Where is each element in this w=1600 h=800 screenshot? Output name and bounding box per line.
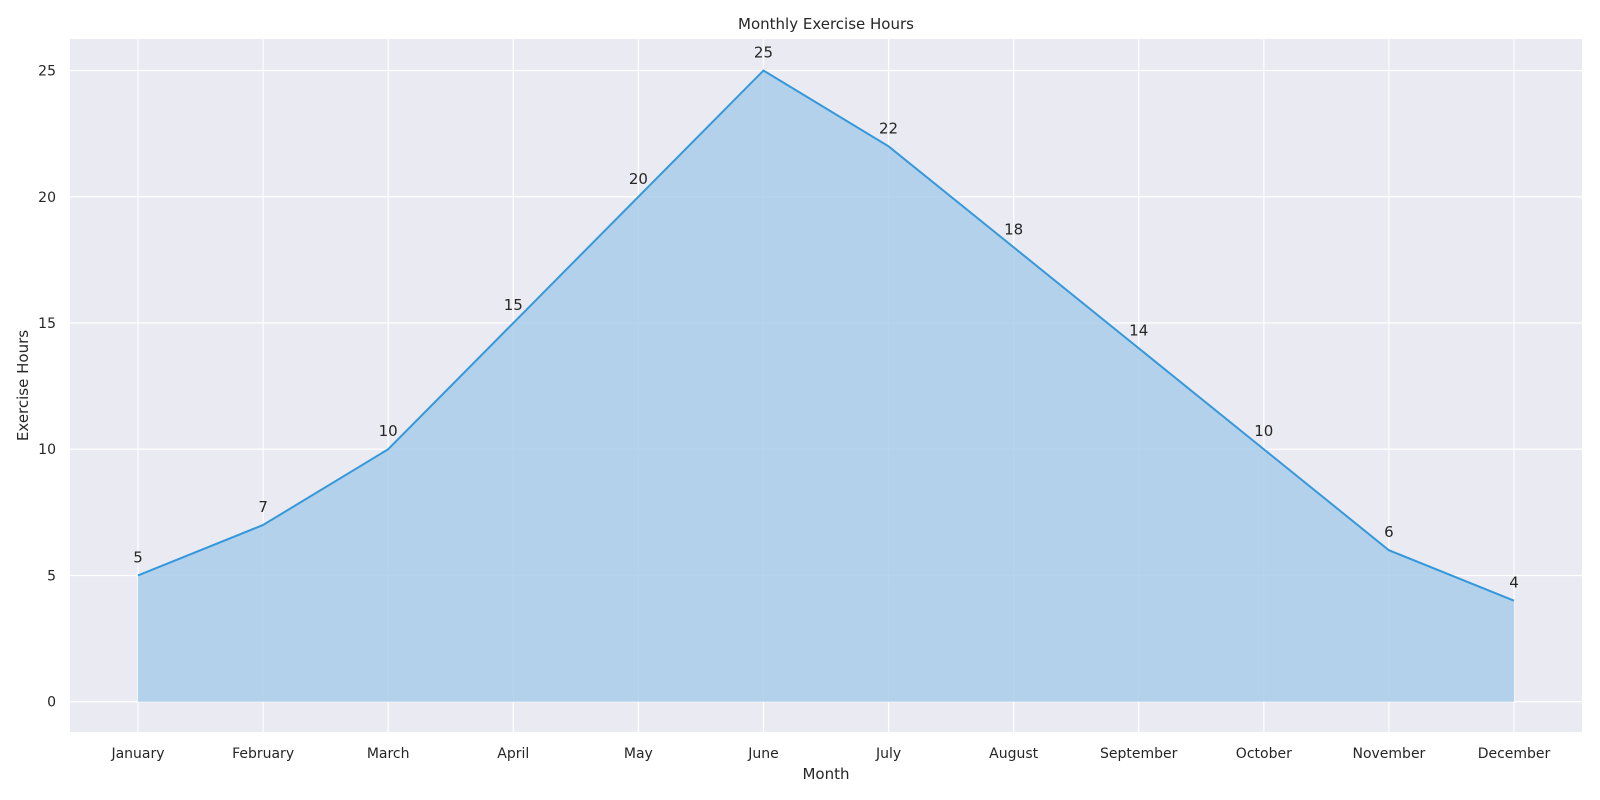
series-line [137,69,1515,602]
data-label: 18 [1004,220,1023,238]
data-label: 7 [258,498,268,516]
x-tick-label: January [110,746,164,762]
x-axis-title: Month [802,765,849,783]
x-tick-label: December [1478,746,1551,762]
x-tick-label: November [1352,746,1425,762]
chart-title: Monthly Exercise Hours [738,15,914,33]
y-axis-title: Exercise Hours [14,330,32,441]
data-label: 5 [133,548,143,566]
x-tick-label: September [1100,746,1178,762]
x-tick-label: June [747,746,779,762]
data-label: 6 [1384,523,1394,541]
x-tick-label: March [367,746,410,762]
x-tick-label: April [497,746,529,762]
y-tick-label: 25 [38,64,56,80]
x-tick-label: May [624,746,653,762]
y-tick-label: 10 [38,442,56,458]
data-label: 25 [754,44,773,62]
data-label: 22 [879,119,898,137]
x-axis-ticks: January February March April May June July Augu… [110,746,1550,762]
x-tick-label: August [989,746,1039,762]
area-fill [138,70,1514,702]
x-tick-label: October [1236,746,1292,762]
data-label: 4 [1509,574,1519,592]
data-labels: 5 7 10 15 20 25 22 18 14 10 6 4 [133,44,1519,592]
data-label: 15 [504,296,523,314]
y-tick-label: 20 [38,190,56,206]
y-tick-label: 0 [47,695,56,711]
x-tick-label: February [232,746,294,762]
y-tick-label: 15 [38,316,56,332]
y-axis-ticks: 0 5 10 15 20 25 [38,64,56,711]
data-label: 20 [629,170,648,188]
x-tick-label: July [875,746,901,762]
data-label: 10 [1254,422,1273,440]
data-label: 10 [379,422,398,440]
y-tick-label: 5 [47,568,56,584]
data-label: 14 [1129,321,1148,339]
